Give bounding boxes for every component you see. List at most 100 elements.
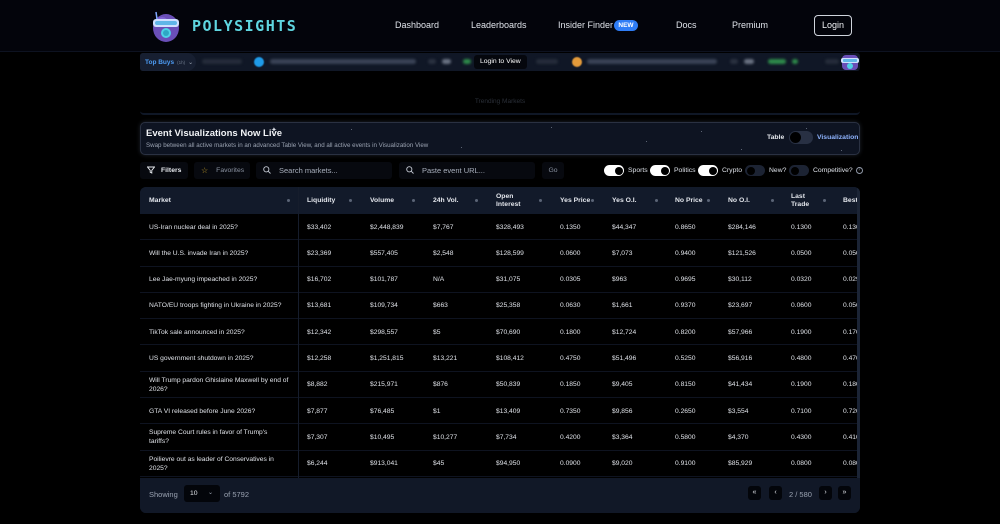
nav-premium[interactable]: Premium (732, 20, 769, 30)
nav-dashboard[interactable]: Dashboard (395, 20, 440, 30)
cell-no-price: 0.9400 (675, 249, 696, 257)
market-name[interactable]: Supreme Court rules in favor of Trump's … (149, 429, 268, 446)
cell-no-price: 0.8200 (675, 328, 696, 336)
table-row[interactable]: NATO/EU troops fighting in Ukraine in 20… (140, 293, 860, 320)
column-header-yes-oi[interactable]: Yes O.I. (612, 196, 637, 204)
column-header-market[interactable]: Market (149, 196, 171, 204)
toggle-label: Politics (674, 167, 696, 174)
toggle-switch[interactable] (789, 165, 809, 176)
announcement-banner: Event Visualizations Now Live ✦ Swap bet… (140, 122, 860, 155)
column-header-24h-vol[interactable]: 24h Vol. (433, 196, 459, 204)
table-row[interactable]: Poilievre out as leader of Conservatives… (140, 451, 860, 477)
sort-icon[interactable] (287, 199, 290, 202)
market-name[interactable]: US government shutdown in 2025? (149, 355, 254, 362)
table-row[interactable]: GTA VI released before June 2026? $7,877… (140, 398, 860, 425)
first-page-button[interactable]: « (748, 486, 761, 500)
trending-markets-panel: Trending Markets (140, 71, 860, 115)
top-buys-label: Top Buys (145, 58, 175, 66)
sort-icon[interactable] (707, 199, 710, 202)
horizontal-scroll-edge[interactable] (857, 187, 860, 478)
column-header-best-bid[interactable]: Best Bid (843, 196, 860, 204)
market-name[interactable]: Lee Jae-myung impeached in 2025? (149, 276, 258, 284)
market-name[interactable]: TikTok sale announced in 2025? (149, 328, 245, 336)
market-name[interactable]: Poilievre out as leader of Conservatives… (149, 455, 274, 472)
market-name[interactable]: NATO/EU troops fighting in Ukraine in 20… (149, 302, 282, 310)
mascot-icon (840, 53, 860, 71)
table-row[interactable]: Supreme Court rules in favor of Trump's … (140, 424, 860, 451)
brand-logo[interactable]: POLYSIGHTS (148, 8, 297, 44)
top-buys-period: (1h) (177, 59, 186, 65)
table-row[interactable]: Will Trump pardon Ghislaine Maxwell by e… (140, 372, 860, 399)
event-url-input[interactable]: Paste event URL... (399, 162, 535, 179)
column-header-liquidity[interactable]: Liquidity (307, 196, 336, 204)
table-row[interactable]: US government shutdown in 2025? $12,258 … (140, 346, 860, 372)
sort-icon[interactable] (655, 199, 658, 202)
market-name[interactable]: Will Trump pardon Ghislaine Maxwell by e… (149, 376, 289, 393)
top-buys-dropdown[interactable]: Top Buys (1h) ⌄ (140, 53, 196, 71)
login-to-view-button[interactable]: Login to View (474, 55, 527, 69)
column-header-open-interest[interactable]: Open Interest (496, 192, 521, 208)
cell-no-price: 0.9370 (675, 302, 696, 310)
sort-icon[interactable] (475, 199, 478, 202)
table-row[interactable]: Will the U.S. invade Iran in 2025? $23,3… (140, 240, 860, 267)
sort-icon[interactable] (412, 199, 415, 202)
cell-no-price: 0.2650 (675, 407, 696, 415)
table-view-label[interactable]: Table (767, 134, 785, 141)
cell-24h-vol: $45 (433, 460, 445, 468)
favorites-button[interactable]: ☆ Favorites (194, 162, 250, 179)
toggle-switch[interactable] (745, 165, 765, 176)
cell-last-trade: 0.4800 (791, 355, 812, 362)
sort-icon[interactable] (591, 199, 594, 202)
politics-toggle[interactable]: Politics (650, 165, 696, 176)
cell-24h-vol: $13,221 (433, 355, 458, 362)
sort-icon[interactable] (349, 199, 352, 202)
competitive-toggle[interactable]: Competitive? ? (789, 165, 863, 176)
table-row[interactable]: TikTok sale announced in 2025? $12,342 $… (140, 319, 860, 346)
table-row[interactable]: Lee Jae-myung impeached in 2025? $16,702… (140, 267, 860, 293)
crypto-toggle[interactable]: Crypto (698, 165, 742, 176)
help-icon[interactable]: ? (855, 167, 863, 174)
cell-liquidity: $7,877 (307, 407, 328, 415)
nav-insider-finder[interactable]: Insider Finder (558, 20, 614, 30)
toggle-switch[interactable] (604, 165, 624, 176)
cell-yes-price: 0.1850 (560, 381, 581, 389)
login-button[interactable]: Login (814, 15, 852, 36)
chevron-down-icon: ⌄ (207, 490, 213, 496)
nav-docs[interactable]: Docs (676, 20, 697, 30)
next-page-button[interactable]: › (819, 486, 832, 500)
nav-leaderboards[interactable]: Leaderboards (471, 20, 527, 30)
column-header-no-price[interactable]: No Price (675, 196, 703, 204)
sort-icon[interactable] (539, 199, 542, 202)
table-row[interactable]: US-Iran nuclear deal in 2025? $33,402 $2… (140, 214, 860, 241)
sports-toggle[interactable]: Sports (604, 165, 648, 176)
column-header-no-oi[interactable]: No O.I. (728, 196, 750, 204)
market-name[interactable]: Will the U.S. invade Iran in 2025? (149, 249, 249, 257)
cell-open-interest: $31,075 (496, 276, 521, 284)
prev-page-button[interactable]: ‹ (769, 486, 782, 500)
market-name[interactable]: GTA VI released before June 2026? (149, 407, 256, 415)
cell-yes-oi: $9,405 (612, 381, 633, 389)
filters-button[interactable]: Filters (140, 162, 188, 179)
column-header-last-trade[interactable]: Last Trade (791, 192, 810, 208)
trending-markets-label: Trending Markets (474, 98, 526, 105)
cell-yes-oi: $963 (612, 276, 627, 284)
cell-yes-oi: $1,661 (612, 302, 633, 310)
market-name[interactable]: US-Iran nuclear deal in 2025? (149, 223, 238, 231)
column-header-volume[interactable]: Volume (370, 196, 395, 204)
sort-icon[interactable] (823, 199, 826, 202)
column-header-yes-price[interactable]: Yes Price (560, 196, 591, 204)
new-toggle[interactable]: New? (745, 165, 786, 176)
page-size-select[interactable]: 10 ⌄ (184, 485, 220, 502)
view-mode-toggle[interactable] (789, 131, 813, 144)
sort-icon[interactable] (771, 199, 774, 202)
toggle-switch[interactable] (650, 165, 670, 176)
search-input[interactable]: Search markets... (256, 162, 392, 179)
toggle-switch[interactable] (698, 165, 718, 176)
star-icon: ☆ (201, 166, 209, 175)
cell-24h-vol: $5 (433, 328, 441, 336)
search-icon (406, 165, 414, 176)
go-button[interactable]: Go (542, 162, 564, 179)
cell-yes-price: 0.1800 (560, 328, 581, 336)
last-page-button[interactable]: » (838, 486, 851, 500)
visualization-view-label[interactable]: Visualization (817, 134, 859, 141)
